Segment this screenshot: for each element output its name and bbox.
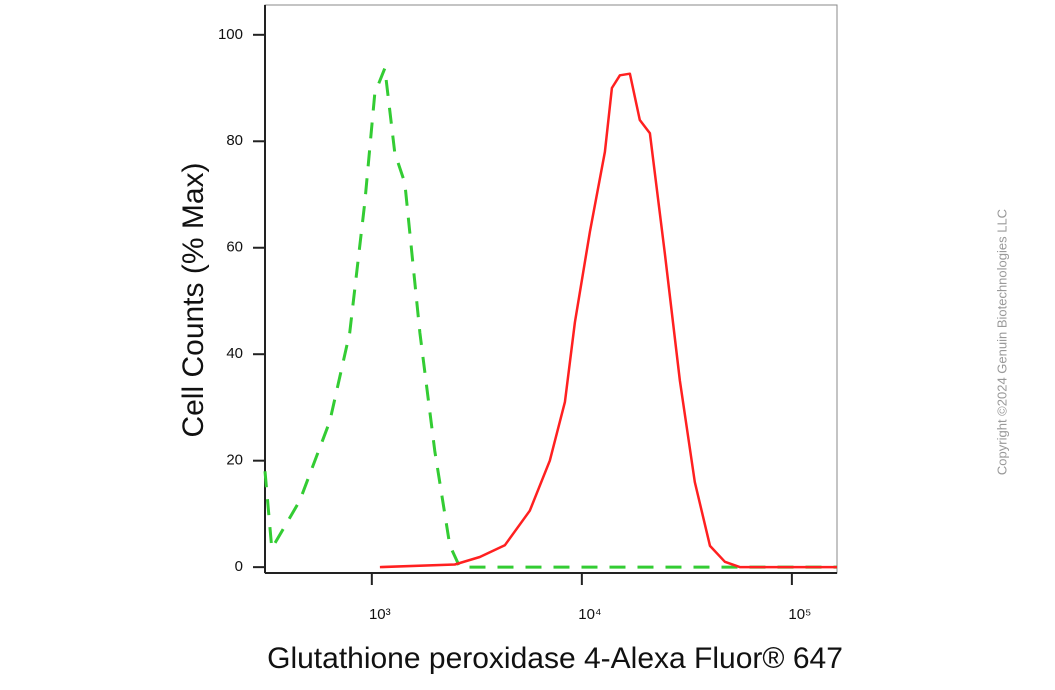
x-axis-label: Glutathione peroxidase 4-Alexa Fluor® 64… [267,642,843,675]
x-tick-label: 10⁴ [578,606,601,623]
copyright: Copyright ©2024 Genuin Biotechnologies L… [994,209,1009,475]
y-tick-label: 0 [235,558,243,575]
y-tick-label: 100 [218,26,243,43]
y-tick-label: 20 [226,452,243,469]
series-line [379,72,837,569]
y-tick-label: 40 [226,345,243,362]
plot-frame [264,4,838,574]
series-line [263,66,837,569]
y-tick-label: 60 [226,239,243,256]
x-tick-label: 10³ [369,606,391,623]
x-tick-label: 10⁵ [788,606,811,623]
y-tick-label: 80 [226,132,243,149]
y-axis-label: Cell Counts (% Max) [177,162,210,437]
